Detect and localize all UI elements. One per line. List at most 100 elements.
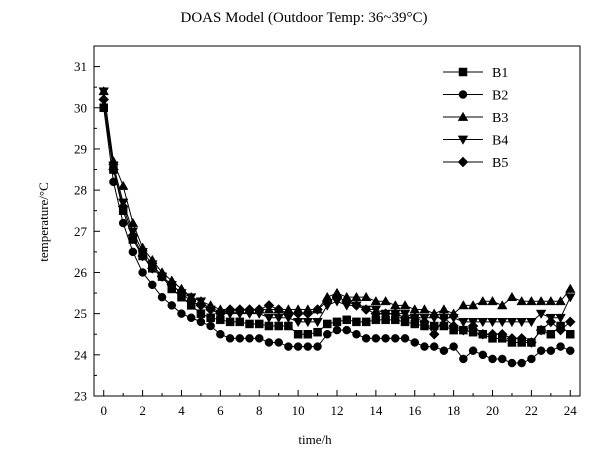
series-layer xyxy=(98,85,576,368)
data-point xyxy=(360,304,372,315)
data-point xyxy=(351,291,362,302)
data-point xyxy=(254,334,264,343)
data-point xyxy=(254,319,264,329)
data-point xyxy=(137,250,148,262)
data-point xyxy=(566,329,575,339)
y-axis-label: temperature/°C xyxy=(36,182,51,262)
data-point xyxy=(360,291,372,302)
data-point xyxy=(323,329,332,339)
series-b5 xyxy=(98,94,576,348)
data-point xyxy=(555,313,566,324)
data-point xyxy=(224,304,236,315)
data-point xyxy=(274,321,283,331)
data-point xyxy=(527,354,536,364)
x-tick-label: 0 xyxy=(100,403,107,418)
data-point xyxy=(487,295,498,306)
data-point xyxy=(313,342,322,351)
data-point xyxy=(477,318,489,328)
data-point xyxy=(449,342,458,351)
data-point xyxy=(117,201,129,212)
data-point xyxy=(98,87,109,97)
x-axis: 0 2 4 6 8 10 12 14 16 18 20 22 24 xyxy=(100,390,577,418)
data-point xyxy=(555,324,566,336)
data-point xyxy=(118,218,128,228)
data-point xyxy=(410,338,420,347)
data-point xyxy=(283,308,294,320)
data-point xyxy=(264,321,274,331)
data-point xyxy=(244,304,255,315)
data-point xyxy=(487,318,498,328)
data-point xyxy=(302,308,314,320)
y-axis: 23 24 25 26 27 28 29 30 31 xyxy=(74,59,100,404)
x-axis-label: time/h xyxy=(298,432,332,447)
x-tick-label: 10 xyxy=(292,403,305,418)
legend-item-b4: B4 xyxy=(443,134,508,149)
data-point xyxy=(342,315,351,325)
data-point xyxy=(546,346,556,355)
data-point xyxy=(312,318,323,328)
data-point xyxy=(273,313,284,324)
y-tick-label: 24 xyxy=(74,347,88,362)
data-point xyxy=(351,300,362,311)
data-point xyxy=(565,283,576,293)
data-point xyxy=(545,316,557,328)
legend-marker xyxy=(457,135,469,145)
data-point xyxy=(157,292,167,302)
data-point xyxy=(516,332,528,344)
data-point xyxy=(536,346,546,355)
data-point xyxy=(556,342,565,351)
data-point xyxy=(497,318,508,328)
data-point xyxy=(487,328,498,340)
data-point xyxy=(216,329,225,339)
data-point xyxy=(371,334,381,343)
data-point xyxy=(177,309,186,318)
data-point xyxy=(459,354,468,364)
x-tick-label: 8 xyxy=(256,403,263,418)
data-point xyxy=(352,317,361,327)
data-point xyxy=(477,295,489,306)
data-point xyxy=(546,329,556,339)
legend-label: B4 xyxy=(492,134,508,149)
data-point xyxy=(195,300,207,311)
data-point xyxy=(167,301,177,310)
data-point xyxy=(380,295,391,306)
data-point xyxy=(352,329,361,339)
x-tick-label: 4 xyxy=(178,403,185,418)
data-point xyxy=(526,337,537,348)
data-point xyxy=(409,304,420,314)
data-point xyxy=(448,313,459,324)
data-point xyxy=(321,295,333,307)
y-tick-label: 28 xyxy=(74,183,87,198)
legend-label: B2 xyxy=(492,89,508,104)
data-point xyxy=(332,325,342,335)
y-tick-label: 23 xyxy=(74,389,87,404)
data-point xyxy=(535,295,547,306)
data-point xyxy=(293,342,303,351)
data-point xyxy=(497,300,508,310)
data-point xyxy=(361,334,371,343)
data-point xyxy=(293,329,303,339)
data-point xyxy=(535,324,547,336)
data-point xyxy=(196,309,206,318)
data-point xyxy=(127,230,139,241)
data-point xyxy=(274,338,283,347)
data-point xyxy=(439,346,449,355)
data-point xyxy=(458,300,469,310)
data-point xyxy=(235,334,245,343)
data-point xyxy=(516,295,527,306)
data-point xyxy=(526,318,537,328)
y-tick-label: 27 xyxy=(74,224,88,239)
data-point xyxy=(448,320,459,332)
data-point xyxy=(506,318,518,328)
data-point xyxy=(263,313,275,324)
data-point xyxy=(381,334,390,343)
data-point xyxy=(438,312,450,324)
data-point xyxy=(391,334,400,343)
data-point xyxy=(205,304,216,315)
data-point xyxy=(497,354,507,364)
data-point xyxy=(516,318,527,328)
data-point xyxy=(566,346,575,355)
legend-label: B5 xyxy=(492,156,508,171)
data-point xyxy=(235,317,245,327)
